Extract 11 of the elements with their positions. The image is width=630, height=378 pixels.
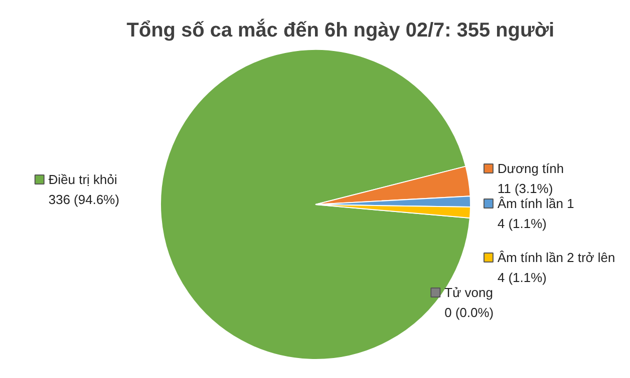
legend-label: Âm tính lần 1 bbox=[498, 196, 574, 211]
legend-label: Tử vong bbox=[444, 285, 493, 300]
text: 0 (0.0%) bbox=[444, 305, 494, 320]
legend-label: Âm tính lần 2 trở lên bbox=[498, 250, 616, 265]
chart-title: Tổng số ca mắc đến 6h ngày 02/7: 355 người bbox=[126, 18, 554, 42]
data-label: 336 (94.6%) bbox=[48, 192, 120, 207]
data-label: 4 (1.1%) bbox=[498, 270, 547, 285]
legend-label: Điều trị khỏi bbox=[48, 172, 118, 187]
legend-label: Dương tính bbox=[498, 161, 564, 176]
data-label: 11 (3.1%) bbox=[498, 181, 553, 196]
data-label: 4 (1.1%) bbox=[498, 216, 547, 231]
